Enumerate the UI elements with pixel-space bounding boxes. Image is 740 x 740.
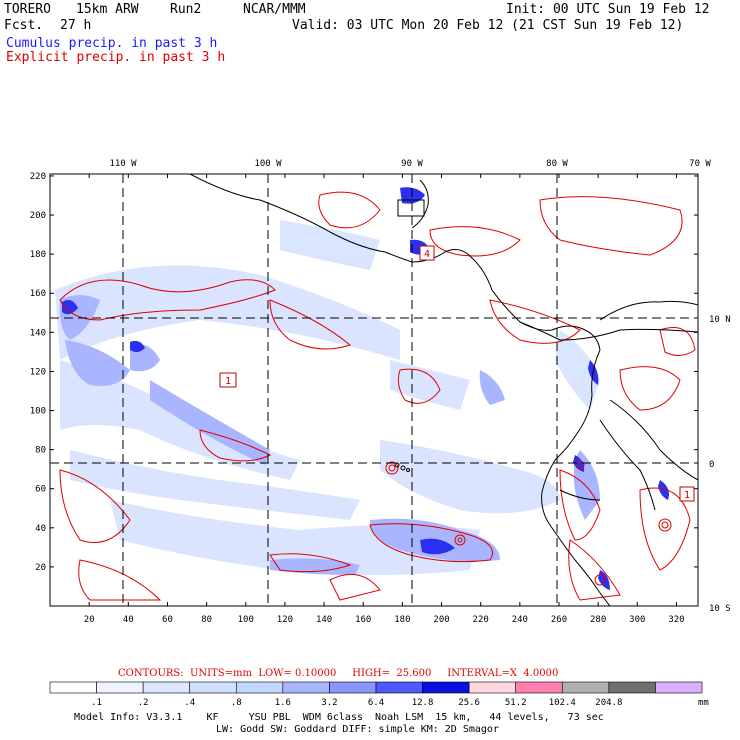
resolution: 15km ARW xyxy=(76,2,139,17)
graticule xyxy=(50,174,698,606)
x-tick-label: 180 xyxy=(394,615,410,625)
colorbar-swatch xyxy=(561,681,610,694)
y-tick-label: 160 xyxy=(30,289,46,299)
y-tick-label: 40 xyxy=(35,524,46,534)
colorbar-label: .4 xyxy=(184,698,195,708)
model-info: Model Info: V3.3.1 KF YSU PBL WDM 6class… xyxy=(74,712,604,723)
valid-time: Valid: 03 UTC Mon 20 Feb 12 (21 CST Sun … xyxy=(292,18,684,33)
lon-label: 80 W xyxy=(546,159,568,169)
run-label: Run2 xyxy=(170,2,202,17)
colorbar-swatch xyxy=(142,681,191,694)
colorbar-units: mm xyxy=(698,698,709,708)
x-tick-label: 200 xyxy=(433,615,449,625)
lon-label: 70 W xyxy=(689,159,711,169)
fcst-value: 27 h xyxy=(60,18,92,33)
explicit-precip-contours xyxy=(59,191,696,601)
lat-label: 10 S xyxy=(709,604,731,614)
x-tick-label: 260 xyxy=(551,615,567,625)
physics-info: LW: Godd SW: Goddard DIFF: simple KM: 2D… xyxy=(216,724,499,735)
lon-label: 110 W xyxy=(109,159,137,169)
colorbar-swatch xyxy=(375,681,423,694)
x-tick-label: 240 xyxy=(512,615,528,625)
svg-text:4: 4 xyxy=(424,249,430,260)
contours-info: CONTOURS: UNITS=mm LOW= 0.10000 HIGH= 25… xyxy=(118,668,559,679)
colorbar-label: 25.6 xyxy=(458,698,480,708)
colorbar-swatch xyxy=(189,681,237,694)
x-tick-label: 280 xyxy=(590,615,606,625)
lon-label: 90 W xyxy=(401,159,423,169)
explicit-legend: Explicit precip. in past 3 h xyxy=(6,50,226,65)
colorbar-label: .8 xyxy=(231,698,242,708)
y-tick-label: 60 xyxy=(35,485,46,495)
lat-label: 0 xyxy=(709,460,714,470)
y-tick-label: 80 xyxy=(35,446,46,456)
init-time: Init: 00 UTC Sun 19 Feb 12 xyxy=(506,2,710,17)
colorbar-label: 204.8 xyxy=(595,698,622,708)
y-tick-label: 200 xyxy=(30,211,46,221)
colorbar-swatch xyxy=(422,681,470,694)
colorbar-label: 102.4 xyxy=(549,698,576,708)
svg-text:1: 1 xyxy=(684,490,690,501)
colorbar-label: 3.2 xyxy=(321,698,337,708)
model-name: TORERO xyxy=(4,2,51,17)
y-tick-label: 100 xyxy=(30,407,46,417)
colorbar xyxy=(49,681,703,694)
x-tick-label: 100 xyxy=(238,615,254,625)
x-tick-label: 80 xyxy=(201,615,212,625)
x-tick-label: 60 xyxy=(162,615,173,625)
colorbar-label: .1 xyxy=(91,698,102,708)
axis-ticks xyxy=(50,174,698,606)
colorbar-swatch xyxy=(468,681,517,694)
colorbar-label: .2 xyxy=(138,698,149,708)
colorbar-label: 6.4 xyxy=(368,698,384,708)
colorbar-swatch xyxy=(49,681,97,694)
map-frame xyxy=(49,173,699,607)
x-tick-label: 120 xyxy=(277,615,293,625)
lat-label: 10 N xyxy=(709,315,731,325)
colorbar-swatch xyxy=(515,681,563,694)
colorbar-swatch xyxy=(235,681,284,694)
y-tick-label: 220 xyxy=(30,172,46,182)
colorbar-swatch xyxy=(282,681,330,694)
y-tick-label: 140 xyxy=(30,328,46,338)
y-tick-label: 20 xyxy=(35,563,46,573)
x-tick-label: 140 xyxy=(316,615,332,625)
x-tick-label: 40 xyxy=(123,615,134,625)
colorbar-label: 12.8 xyxy=(412,698,434,708)
colorbar-swatch xyxy=(329,681,377,694)
x-tick-label: 300 xyxy=(629,615,645,625)
x-tick-label: 20 xyxy=(84,615,95,625)
y-tick-label: 180 xyxy=(30,250,46,260)
contour-labels: 1 4 1 xyxy=(219,199,695,502)
x-tick-label: 160 xyxy=(355,615,371,625)
lon-label: 100 W xyxy=(254,159,282,169)
x-tick-label: 320 xyxy=(668,615,684,625)
fcst-label: Fcst. xyxy=(4,18,44,33)
cumulus-legend: Cumulus precip. in past 3 h xyxy=(6,36,218,51)
colorbar-label: 1.6 xyxy=(275,698,291,708)
org-label: NCAR/MMM xyxy=(243,2,306,17)
svg-text:1: 1 xyxy=(225,376,231,387)
x-tick-label: 220 xyxy=(473,615,489,625)
y-tick-label: 120 xyxy=(30,367,46,377)
colorbar-swatch xyxy=(608,681,656,694)
colorbar-label: 51.2 xyxy=(505,698,527,708)
colorbar-swatch xyxy=(655,681,703,694)
colorbar-swatch xyxy=(96,681,144,694)
coastlines xyxy=(189,174,698,606)
